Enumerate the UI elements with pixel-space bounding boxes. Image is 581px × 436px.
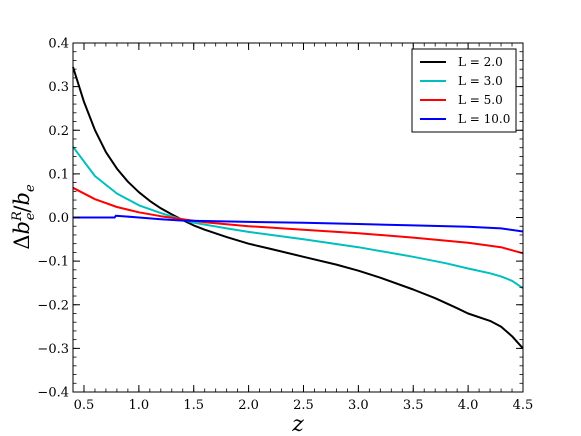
x-tick-label: 3.5 (403, 398, 424, 413)
x-axis-label: z (291, 412, 304, 436)
legend-label: L = 10.0 (458, 112, 510, 126)
y-tick-label: −0.4 (37, 386, 69, 401)
y-tick-label: −0.2 (37, 298, 69, 313)
legend: L = 2.0 L = 3.0 L = 5.0 L = 10.0 (411, 48, 517, 133)
x-tick-label: 4.0 (458, 398, 479, 413)
x-tick-label: 0.5 (74, 398, 95, 413)
legend-label: L = 2.0 (458, 55, 503, 69)
y-axis-label: ΔbRe/be (10, 184, 38, 250)
series-line (72, 186, 524, 255)
y-axis: −0.4 −0.3 −0.2 −0.1 0.0 0.1 0.2 0.3 0.4 (37, 37, 523, 401)
series-line (72, 146, 524, 290)
x-tick-label: 3.0 (348, 398, 369, 413)
plot-area (72, 66, 524, 350)
y-tick-label: −0.3 (37, 342, 69, 357)
x-tick-label: 1.0 (129, 398, 150, 413)
legend-label: L = 5.0 (458, 93, 503, 107)
y-tick-label: −0.1 (37, 255, 69, 270)
x-tick-label: 4.5 (513, 398, 534, 413)
x-tick-label: 1.5 (183, 398, 204, 413)
series-line (73, 214, 524, 233)
y-tick-label: 0.4 (48, 37, 69, 52)
series-line (72, 66, 524, 350)
x-axis: 0.5 1.0 1.5 2.0 2.5 3.0 3.5 4.0 4.5 (74, 43, 534, 413)
y-tick-label: 0.0 (48, 211, 69, 226)
y-tick-label: 0.3 (48, 80, 69, 95)
y-tick-label: 0.2 (48, 124, 69, 139)
x-tick-label: 2.0 (238, 398, 259, 413)
x-tick-label: 2.5 (293, 398, 314, 413)
y-tick-label: 0.1 (48, 167, 69, 182)
legend-label: L = 3.0 (458, 74, 503, 88)
